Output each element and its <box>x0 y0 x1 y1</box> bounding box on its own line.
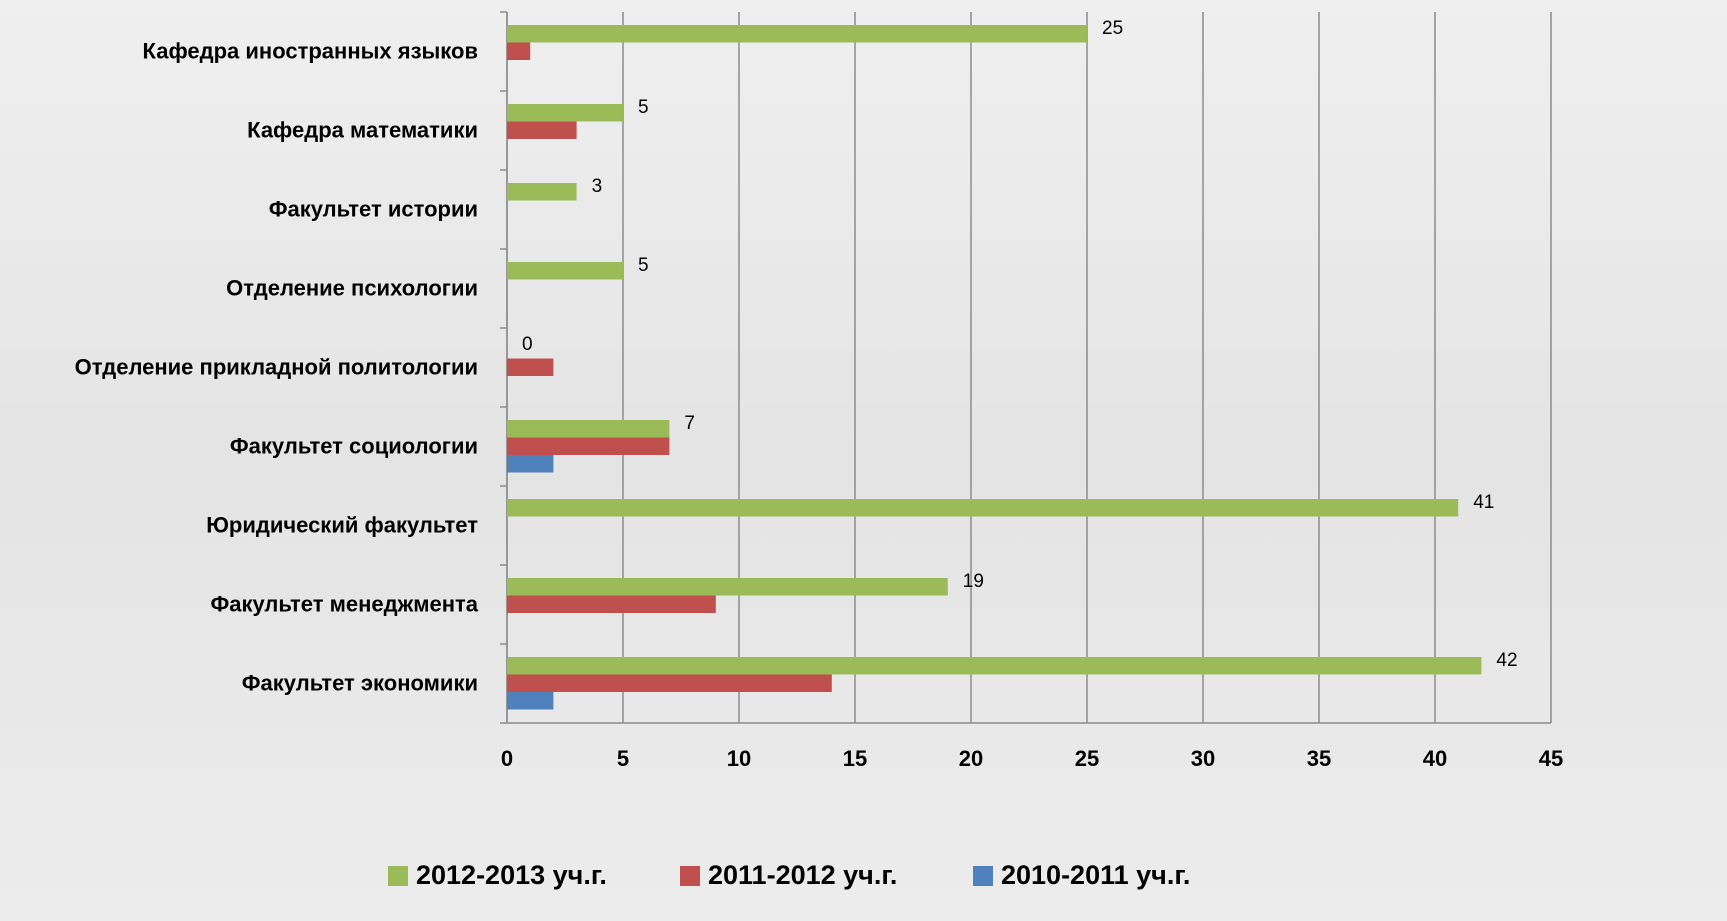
data-label: 5 <box>638 97 649 118</box>
x-tick-label: 10 <box>727 746 751 771</box>
bar <box>507 578 948 596</box>
bar <box>507 455 554 473</box>
x-tick-label: 5 <box>617 746 629 771</box>
legend-label: 2010-2011 уч.г. <box>1001 860 1190 890</box>
y-tick-label: Факультет экономики <box>242 670 478 695</box>
x-tick-label: 0 <box>501 746 513 771</box>
data-label: 25 <box>1102 18 1123 39</box>
bar <box>507 674 832 692</box>
bar <box>507 499 1459 517</box>
bar <box>507 104 623 122</box>
x-tick-label: 35 <box>1307 746 1331 771</box>
x-tick-label: 30 <box>1191 746 1215 771</box>
y-tick-label: Факультет социологии <box>230 433 478 458</box>
legend-swatch <box>680 866 700 886</box>
bar <box>507 657 1482 675</box>
x-tick-label: 20 <box>959 746 983 771</box>
data-label: 7 <box>684 413 695 434</box>
bar <box>507 262 623 280</box>
data-label: 3 <box>592 176 603 197</box>
y-tick-label: Факультет менеджмента <box>210 591 478 616</box>
data-label: 41 <box>1473 492 1494 513</box>
data-label: 19 <box>963 571 984 592</box>
legend-swatch <box>388 866 408 886</box>
bar <box>507 420 670 438</box>
bar <box>507 595 716 613</box>
y-tick-label: Факультет истории <box>269 196 478 221</box>
bar <box>507 121 577 139</box>
data-label: 5 <box>638 255 649 276</box>
legend-label: 2011-2012 уч.г. <box>708 860 897 890</box>
data-label: 0 <box>522 334 533 355</box>
bar <box>507 183 577 201</box>
bar <box>507 692 554 710</box>
x-tick-label: 25 <box>1075 746 1099 771</box>
y-tick-label: Кафедра математики <box>247 117 478 142</box>
x-tick-label: 40 <box>1423 746 1447 771</box>
y-tick-label: Юридический факультет <box>206 512 478 537</box>
bar <box>507 25 1087 43</box>
y-tick-label: Отделение прикладной политологии <box>75 354 478 379</box>
data-label: 42 <box>1496 650 1517 671</box>
x-tick-label: 15 <box>843 746 867 771</box>
x-tick-label: 45 <box>1539 746 1563 771</box>
bar <box>507 437 670 455</box>
bar <box>507 358 554 376</box>
legend-swatch <box>973 866 993 886</box>
bar <box>507 42 531 60</box>
legend-label: 2012-2013 уч.г. <box>416 860 607 890</box>
y-tick-label: Кафедра иностранных языков <box>143 38 478 63</box>
y-tick-label: Отделение психологии <box>226 275 478 300</box>
